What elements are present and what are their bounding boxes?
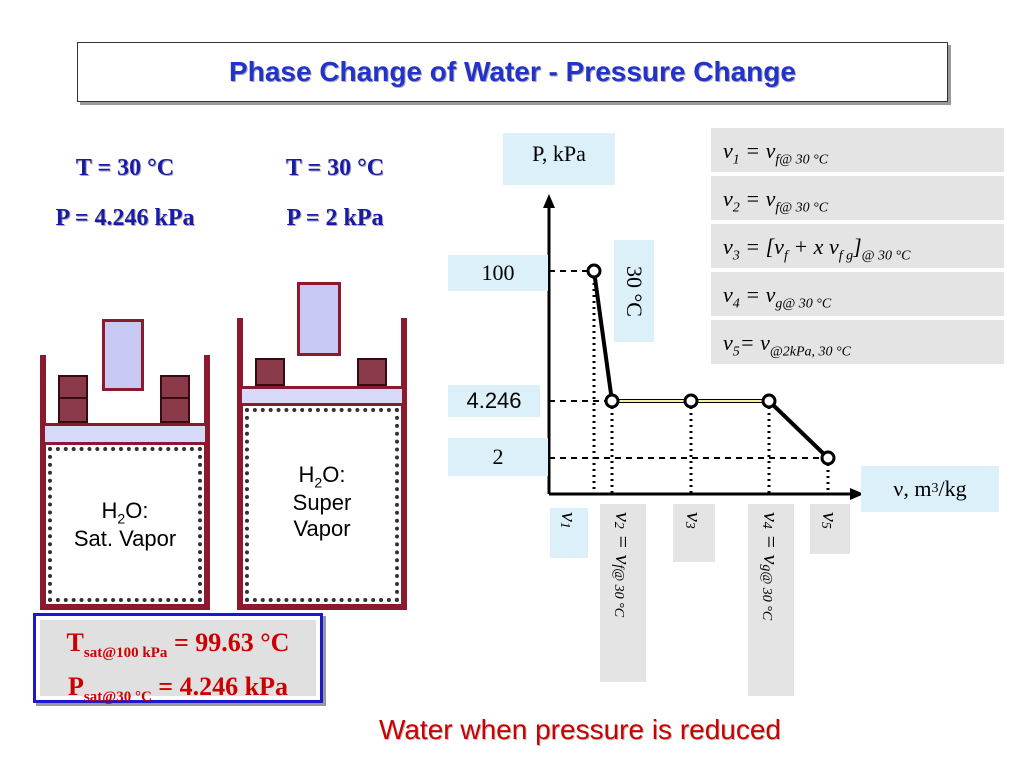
title-box: Phase Change of Water - Pressure Change: [77, 42, 948, 102]
state-point-5: [820, 450, 836, 466]
y-axis-arrow: [543, 194, 555, 208]
right-cylinder-wall: [401, 318, 407, 610]
x-tick-v3: ν3: [673, 504, 715, 562]
left-pressure: P = 4.246 kPa: [55, 205, 195, 231]
state-point-3: [683, 393, 699, 409]
x-axis-label: ν, m 3/kg: [861, 466, 999, 512]
equation-v3: ν3 = [νf + x νf g]@ 30 °C: [711, 224, 1004, 270]
psat-line: Psat@30 °C = 4.246 kPa: [68, 672, 288, 706]
left-cylinder: H2O: Sat. Vapor: [40, 319, 210, 610]
contents-line2: Sat. Vapor: [73, 526, 177, 552]
page-title: Phase Change of Water - Pressure Change: [229, 56, 796, 87]
left-cylinder-wall: [237, 318, 243, 610]
state-point-1: [586, 263, 602, 279]
x-tick-v4: ν4 = νg@ 30 °C: [748, 504, 794, 696]
saturation-info: Tsat@100 kPa = 99.63 °C Psat@30 °C = 4.2…: [40, 620, 316, 705]
x-tick-v2: ν2 = νf@ 30 °C: [600, 504, 646, 682]
piston: [239, 386, 405, 406]
equation-v2: ν2 = νf@ 30 °C: [711, 176, 1004, 222]
contents-line1: H2O:: [101, 497, 149, 526]
piston-rod: [102, 319, 144, 391]
contents-line2: Super: [292, 490, 352, 516]
y-tick-2: 2: [448, 438, 548, 476]
caption: Water when pressure is reduced: [378, 714, 782, 745]
piston-rod: [297, 282, 341, 356]
y-tick-4246: 4.246: [448, 385, 540, 417]
contents-line3: Vapor: [293, 515, 351, 541]
piston: [42, 423, 208, 445]
weight-block: [58, 397, 88, 423]
y-axis-label: P, kPa: [503, 133, 615, 185]
equation-v1: ν1 = νf@ 30 °C: [711, 128, 1004, 174]
left-temperature: T = 30 °C: [75, 155, 175, 181]
tsat-line: Tsat@100 kPa = 99.63 °C: [66, 628, 290, 662]
weight-block: [357, 358, 387, 386]
contents-line1: H2O:: [298, 462, 346, 491]
y-tick-100: 100: [448, 255, 548, 291]
right-temperature: T = 30 °C: [285, 155, 385, 181]
cylinder-bottom: [40, 604, 210, 610]
equation-v5: ν5= ν@2kPa, 30 °C: [711, 320, 1004, 366]
water-vapor-region: H2O: Sat. Vapor: [48, 447, 202, 602]
water-vapor-region: H2O: Super Vapor: [245, 408, 399, 602]
right-pressure: P = 2 kPa: [286, 205, 384, 231]
cylinder-bottom: [237, 604, 407, 610]
isotherm-label: 30 °C: [614, 240, 654, 342]
right-cylinder: H2O: Super Vapor: [237, 282, 407, 610]
x-tick-v5: ν5: [810, 504, 850, 554]
x-axis-arrow: [850, 488, 864, 500]
left-cylinder-wall: [40, 355, 46, 610]
x-tick-v1: ν1: [550, 508, 588, 558]
right-cylinder-wall: [204, 355, 210, 610]
saturation-info-box: Tsat@100 kPa = 99.63 °C Psat@30 °C = 4.2…: [33, 613, 323, 705]
equation-v4: ν4 = νg@ 30 °C: [711, 272, 1004, 318]
state-point-2: [604, 393, 620, 409]
weight-block: [255, 358, 285, 386]
state-point-4: [761, 393, 777, 409]
weight-block: [160, 397, 190, 423]
